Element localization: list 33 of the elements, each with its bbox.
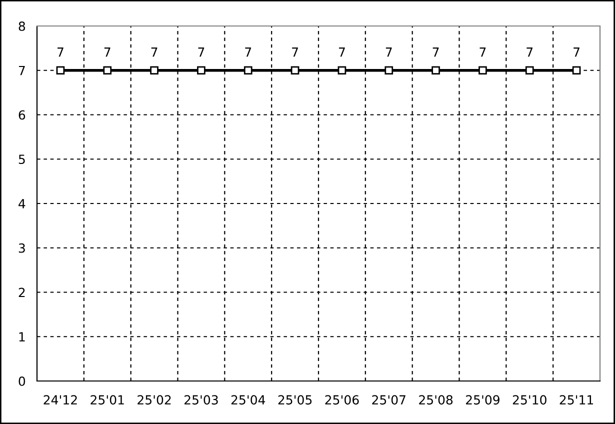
data-label: 7 [58, 48, 64, 57]
data-label: 7 [480, 48, 486, 57]
x-tick-label: 25'09 [466, 395, 500, 405]
x-tick-label: 25'06 [325, 395, 359, 405]
data-label: 7 [432, 48, 439, 57]
y-tick-label: 2 [18, 288, 25, 297]
x-tick-label: 25'05 [278, 395, 312, 405]
x-tick-label: 25'08 [419, 395, 453, 405]
data-label: 7 [245, 48, 252, 57]
data-label: 7 [339, 48, 345, 57]
x-tick-label: 25'03 [184, 395, 218, 405]
data-label: 7 [104, 48, 110, 57]
y-tick-label: 0 [18, 376, 26, 386]
data-label: 7 [151, 48, 158, 57]
data-label: 7 [574, 48, 580, 57]
y-tick-label: 3 [18, 243, 25, 253]
y-tick-label: 4 [18, 199, 26, 208]
x-tick-label: 25'10 [512, 395, 546, 405]
y-tick-label: 6 [18, 110, 26, 120]
x-tick-label: 25'01 [90, 395, 124, 405]
x-tick-label: 25'07 [372, 395, 406, 405]
data-label: 7 [526, 48, 533, 57]
x-tick-label: 25'04 [231, 395, 266, 405]
x-tick-label: 25'11 [560, 395, 594, 405]
y-tick-label: 8 [18, 21, 26, 31]
data-label: 7 [292, 48, 298, 57]
y-tick-label: 5 [18, 154, 25, 164]
x-tick-label: 24'12 [44, 395, 77, 404]
data-label: 7 [198, 48, 204, 57]
x-tick-label: 25'02 [138, 395, 171, 405]
data-label: 7 [386, 48, 392, 57]
y-tick-label: 1 [19, 332, 25, 342]
y-tick-label: 7 [18, 66, 25, 76]
